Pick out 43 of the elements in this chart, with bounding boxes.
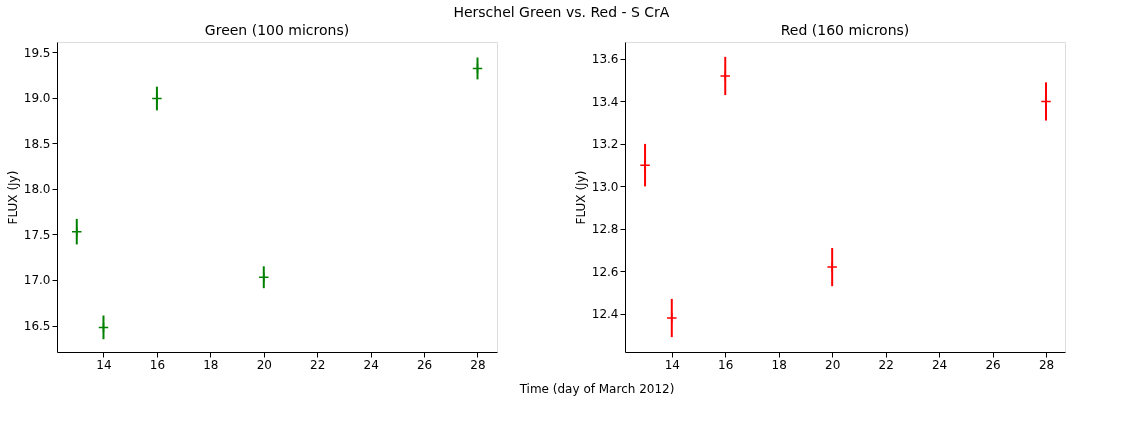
x-tick-label: 16	[149, 357, 166, 372]
x-tick-label: 24	[931, 357, 948, 372]
y-tick-label: 16.5	[23, 319, 51, 334]
x-tick-label: 26	[985, 357, 1001, 372]
y-tick-label: 13.0	[591, 179, 619, 194]
x-tick-label: 26	[416, 357, 433, 372]
point	[666, 312, 678, 324]
point	[472, 62, 483, 74]
x-tick-label: 20	[256, 357, 272, 372]
x-tick-label: 14	[96, 357, 112, 372]
chart-title: Red (160 microns)	[780, 22, 910, 38]
y-axis-title: FLUX (Jy)	[5, 170, 20, 225]
y-tick-label: 19.5	[23, 45, 51, 60]
x-tick-label: 24	[363, 357, 379, 372]
x-tick-label: 16	[718, 357, 734, 372]
y-axis-title: FLUX (Jy)	[573, 170, 588, 225]
y-tick-label: 18.5	[23, 136, 51, 151]
x-axis-title: Time (day of March 2012)	[518, 382, 675, 396]
x-tick-label: 20	[825, 357, 841, 372]
x-tick-label: 22	[310, 357, 326, 372]
x-tick-label: 18	[203, 357, 219, 372]
y-tick-label: 19.0	[23, 91, 51, 106]
y-tick-label: 17.0	[23, 273, 51, 288]
y-tick-label: 13.6	[591, 52, 619, 67]
x-tick-label: 28	[470, 357, 486, 372]
point	[719, 70, 731, 82]
point	[97, 321, 109, 333]
y-tick-label: 17.5	[23, 227, 51, 242]
y-tick-label: 13.2	[591, 137, 619, 152]
y-tick-label: 12.4	[591, 307, 619, 322]
chart-title: Green (100 microns)	[204, 22, 350, 38]
y-tick-label: 18.0	[23, 182, 51, 197]
x-tick-label: 14	[664, 357, 680, 372]
y-tick-label: 12.6	[591, 264, 619, 279]
y-tick-label: 12.8	[591, 222, 619, 237]
point	[826, 261, 838, 273]
y-tick-label: 13.4	[591, 94, 619, 109]
x-tick-label: 18	[771, 357, 787, 372]
point	[71, 226, 83, 238]
x-tick-label: 22	[878, 357, 894, 372]
x-tick-label: 28	[1038, 357, 1055, 372]
point	[258, 271, 270, 283]
text: Herschel Green vs. Red - S CrA	[453, 3, 670, 20]
